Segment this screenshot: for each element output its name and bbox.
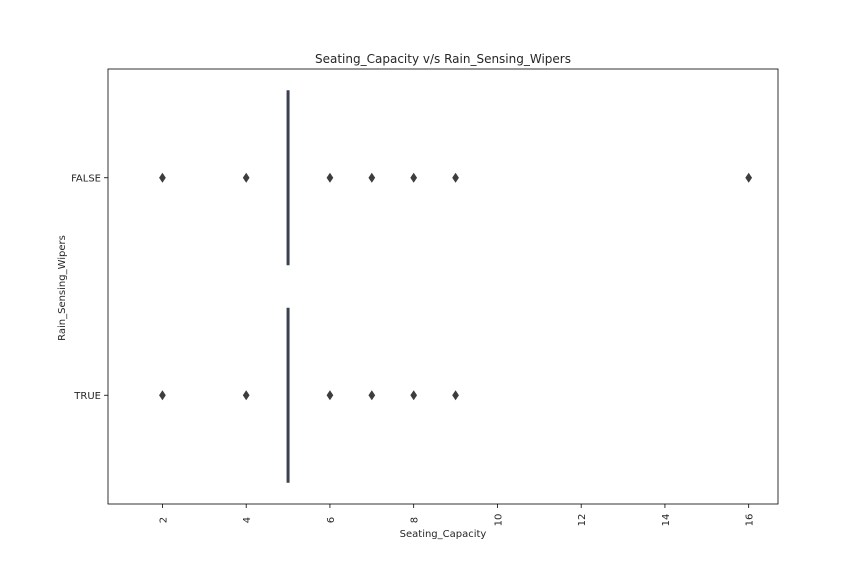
outlier-point bbox=[242, 390, 250, 401]
y-tick-label: TRUE bbox=[73, 391, 101, 402]
outlier-point bbox=[159, 390, 166, 401]
outlier-point bbox=[159, 172, 166, 183]
chart-title: Seating_Capacity v/s Rain_Sensing_Wipers bbox=[315, 52, 571, 66]
x-axis-label: Seating_Capacity bbox=[400, 529, 487, 540]
outlier-point bbox=[410, 390, 418, 401]
outlier-points bbox=[159, 172, 753, 401]
x-tick-label: 6 bbox=[326, 517, 337, 523]
outlier-point bbox=[326, 390, 334, 401]
x-tick-label: 14 bbox=[661, 514, 672, 527]
outlier-point bbox=[242, 172, 250, 183]
outlier-point bbox=[410, 172, 418, 183]
x-tick-label: 10 bbox=[493, 514, 504, 527]
box-series bbox=[286, 90, 290, 483]
x-tick-label: 12 bbox=[577, 514, 588, 527]
outlier-point bbox=[452, 172, 459, 183]
outlier-point bbox=[452, 390, 459, 401]
outlier-point bbox=[368, 390, 376, 401]
x-tick-label: 16 bbox=[745, 514, 756, 527]
y-tick-label: FALSE bbox=[71, 173, 101, 184]
plot-area-frame bbox=[107, 68, 779, 505]
x-tick-label: 2 bbox=[158, 517, 169, 523]
y-axis-label: Rain_Sensing_Wipers bbox=[57, 235, 68, 341]
outlier-point bbox=[745, 172, 753, 183]
x-tick-label: 8 bbox=[410, 517, 421, 523]
x-tick-label: 4 bbox=[242, 517, 253, 523]
outlier-point bbox=[326, 172, 334, 183]
outlier-point bbox=[368, 172, 376, 183]
axis-ticks: 2 4 6 8 10 12 14 16 FALSE TRUE bbox=[71, 173, 756, 526]
